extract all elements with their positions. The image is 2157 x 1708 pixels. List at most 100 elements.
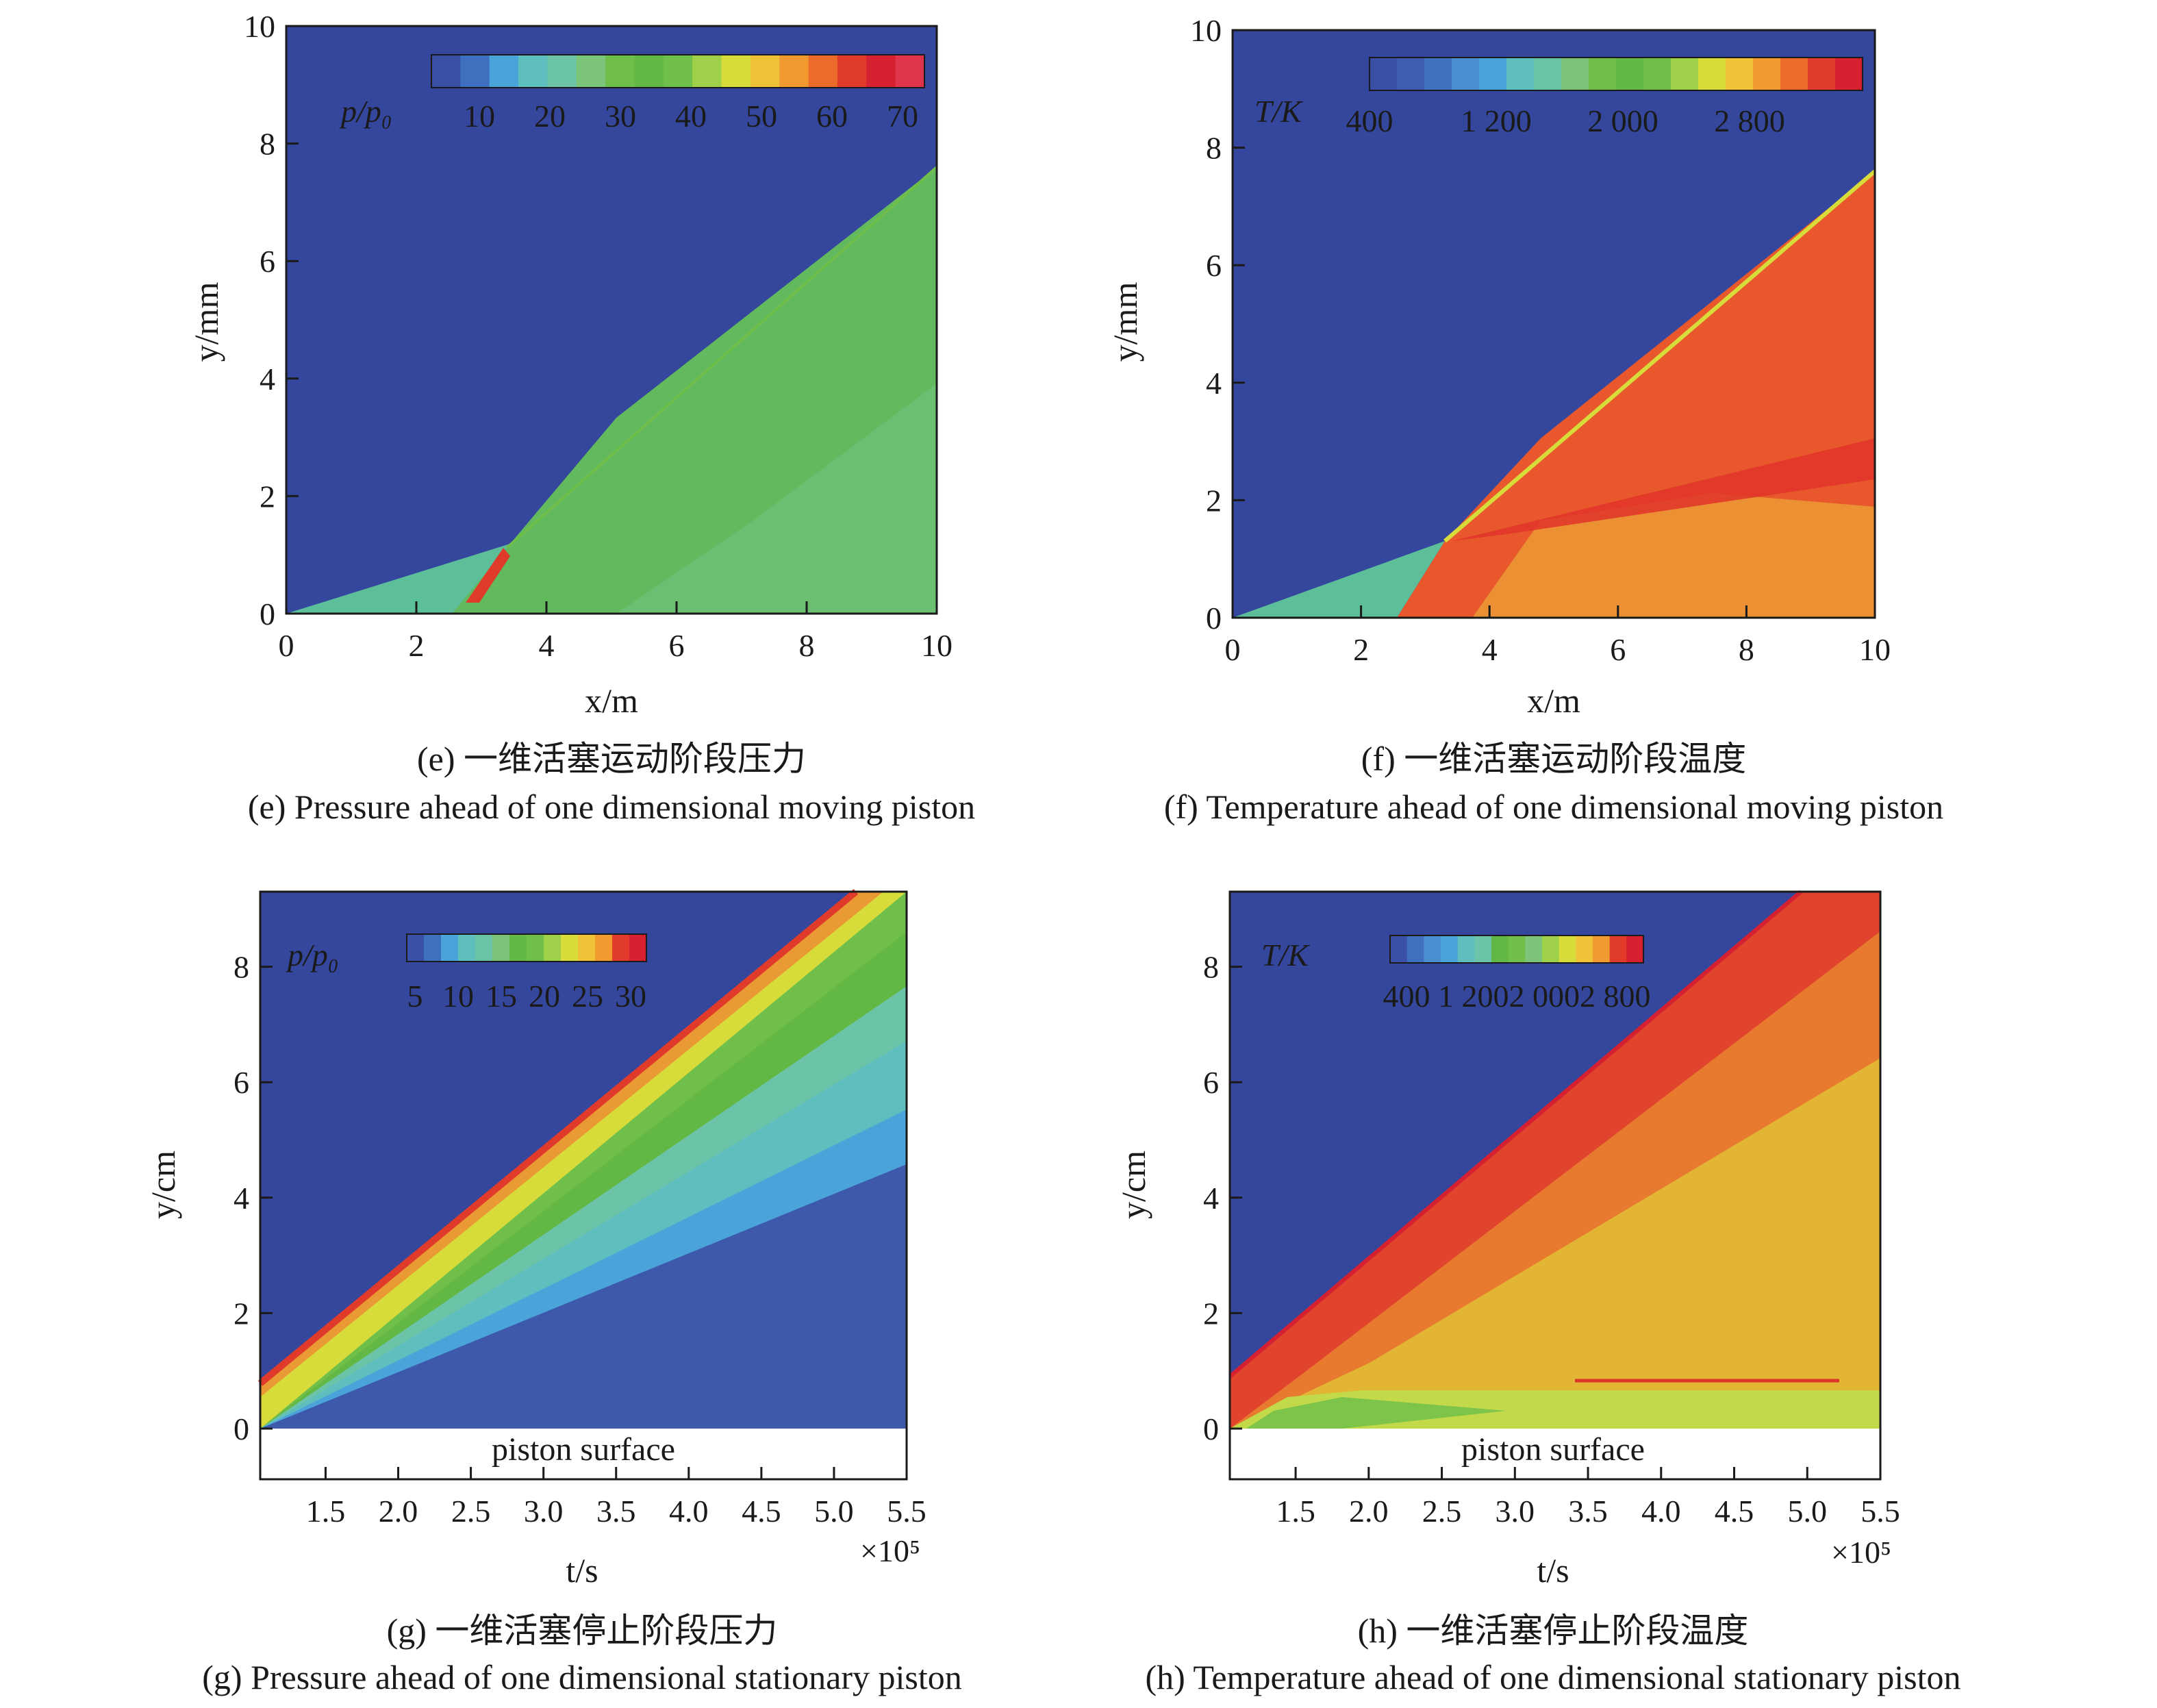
panel-f-colorbar-swatch (1424, 58, 1452, 90)
panel-h-x-tick-label: 3.0 (1496, 1494, 1535, 1529)
panel-f-colorbar-tick: 2 800 (1714, 103, 1785, 138)
panel-e-y-label: y/mm (187, 282, 225, 362)
panel-f-y-tick-label: 2 (1206, 483, 1222, 518)
panel-g-band-6 (260, 1041, 907, 1429)
panel-f-caption-en: (f) Temperature ahead of one dimensional… (1164, 788, 1943, 826)
panel-g-y-tick-label: 0 (234, 1411, 249, 1446)
panel-e-colorbar-swatch (576, 55, 606, 88)
panel-f-colorbar-swatch (1780, 58, 1808, 90)
panel-e-y-tick-label: 2 (260, 479, 275, 514)
panel-f-y-tick-label: 6 (1206, 248, 1222, 283)
panel-f-colorbar-swatch (1534, 58, 1562, 90)
panel-e-colorbar-swatch (895, 55, 925, 88)
panel-f-shock-line (1443, 169, 1876, 543)
panel-h-y-tick-label: 6 (1203, 1065, 1219, 1100)
panel-f-colorbar-swatch (1726, 58, 1754, 90)
panel-g-colorbar-tick: 10 (442, 979, 474, 1014)
panel-h-plot-area (1228, 890, 1880, 1429)
panel-e-x-tick-label: 6 (669, 628, 685, 663)
panel-e-colorbar-swatch (721, 55, 751, 88)
panel-f-frame (1231, 29, 1876, 619)
panel-h-colorbar-tick: 400 1 2002 0002 800 (1383, 979, 1651, 1014)
panel-e-x-ticks: 0 2 4 6 8 10 (279, 601, 953, 663)
panel-h-colorbar-swatch (1609, 935, 1627, 963)
panel-h-colorbar-swatch (1542, 935, 1560, 963)
panel-f-y-tick-label: 10 (1190, 13, 1222, 48)
panel-h-colorbar-swatch (1593, 935, 1611, 963)
panel-g-x-multiplier: ×10⁵ (860, 1533, 920, 1568)
panel-e-colorbar-swatch (779, 55, 809, 88)
panel-g-x-tick-label: 4.0 (669, 1494, 709, 1529)
panel-g-y-tick-label: 2 (234, 1296, 249, 1331)
panel-h-x-ticks: 1.5 2.0 2.5 3.0 3.5 4.0 4.5 5.0 5.5 (1276, 1467, 1900, 1529)
panel-f-colorbar-swatch (1753, 58, 1781, 90)
panel-g-colorbar: p/p₀ 5 10 15 20 25 30 (286, 933, 647, 1014)
panel-f-y-tick-label: 0 (1206, 601, 1222, 636)
panel-e-colorbar-tick: 40 (675, 99, 707, 134)
panel-e-colorbar-label: p/p₀ (339, 94, 392, 129)
panel-h-colorbar-swatch (1407, 935, 1424, 963)
panel-e-colorbar-tick: 50 (746, 99, 777, 134)
panel-h-y-label: y/cm (1114, 1151, 1152, 1219)
panel-g-y-ticks: 0 2 4 6 8 (234, 950, 273, 1446)
panel-h-caption-en: (h) Temperature ahead of one dimensional… (1145, 1658, 1960, 1696)
panel-h-colorbar-label: T/K (1261, 938, 1310, 972)
panel-e-colorbar-tick: 10 (464, 99, 495, 134)
panel-e-y-tick-label: 10 (244, 9, 275, 44)
panel-f-y-tick-label: 4 (1206, 366, 1222, 401)
panel-f-colorbar-swatch (1671, 58, 1699, 90)
panel-e-colorbar-swatch (808, 55, 838, 88)
panel-e-caption-cn: (e) 一维活塞运动阶段压力 (417, 740, 806, 778)
panel-h-colorbar-swatch (1559, 935, 1576, 963)
panel-g-frame (259, 890, 908, 1481)
panel-e-y-tick-label: 8 (260, 127, 275, 162)
panel-e-x-label: x/m (585, 681, 638, 720)
panel-g-x-tick-label: 4.5 (742, 1494, 781, 1529)
panel-h-x-tick-label: 4.0 (1641, 1494, 1681, 1529)
panel-f-colorbar-frame (1369, 57, 1863, 91)
panel-f-y-tick-label: 8 (1206, 131, 1222, 166)
panel-g-colorbar-swatch (527, 934, 544, 962)
panel-h-x-tick-label: 2.5 (1422, 1494, 1462, 1529)
panel-e-y-ticks: 0 2 4 6 8 10 (244, 9, 299, 631)
panel-h-y-tick-label: 8 (1203, 950, 1219, 985)
panel-h-colorbar-swatch (1441, 935, 1459, 963)
panel-g-caption-en: (g) Pressure ahead of one dimensional st… (202, 1658, 961, 1696)
panel-g-x-tick-label: 3.5 (596, 1494, 636, 1529)
panel-g-shock-front (257, 889, 859, 1386)
panel-g-band-8 (260, 1164, 907, 1429)
panel-e-x-tick-label: 4 (539, 628, 555, 663)
panel-f-colorbar-swatch (1808, 58, 1836, 90)
panel-g-band-5 (260, 986, 907, 1429)
panel-h-cool-pocket (1246, 1397, 1506, 1429)
panel-e-y-tick-label: 4 (260, 362, 275, 397)
panel-h-x-tick-label: 4.5 (1715, 1494, 1754, 1529)
panel-f-colorbar: T/K 400 1 200 2 000 2 800 (1254, 57, 1863, 138)
panel-h-colorbar: T/K 400 1 2002 0002 800 (1261, 935, 1651, 1014)
panel-f: 0 2 4 6 8 10 0 2 4 6 8 10 x/m y/mm T/K 400 1 200 2 0… (1106, 13, 1943, 826)
panel-g-colorbar-swatch (578, 934, 596, 962)
panel-f-colorbar-swatch (1397, 58, 1425, 90)
panel-g-colorbar-swatch (509, 934, 527, 962)
panel-g-surface-label: piston surface (492, 1431, 675, 1468)
panel-h-surface-label: piston surface (1461, 1431, 1645, 1468)
panel-e: 0 2 4 6 8 10 0 2 4 6 8 10 x/m y/mm p/p₀ 10 20 30 40 50… (187, 9, 975, 826)
panel-h-x-label: t/s (1537, 1551, 1569, 1590)
panel-f-x-label: x/m (1527, 681, 1580, 720)
panel-g-x-tick-label: 5.0 (814, 1494, 854, 1529)
panel-h-colorbar-swatch (1576, 935, 1593, 963)
panel-g-colorbar-swatch (595, 934, 613, 962)
panel-h-mid-region (1230, 1058, 1880, 1429)
panel-e-high-pressure-spot (466, 548, 510, 603)
panel-e-colorbar-swatch (692, 55, 722, 88)
panel-h-colorbar-swatch (1508, 935, 1526, 963)
panel-g-colorbar-tick: 30 (615, 979, 646, 1014)
panel-g-x-ticks: 1.5 2.0 2.5 3.0 3.5 4.0 4.5 5.0 5.5 (306, 1467, 926, 1529)
panel-h-x-tick-label: 3.5 (1568, 1494, 1608, 1529)
panel-g-colorbar-tick: 25 (572, 979, 603, 1014)
panel-h-x-tick-label: 1.5 (1276, 1494, 1315, 1529)
panel-h-y-ticks: 0 2 4 6 8 (1203, 950, 1242, 1446)
panel-g-colorbar-swatch (612, 934, 630, 962)
panel-e-colorbar-swatch (750, 55, 780, 88)
panel-h-colorbar-swatch (1491, 935, 1509, 963)
